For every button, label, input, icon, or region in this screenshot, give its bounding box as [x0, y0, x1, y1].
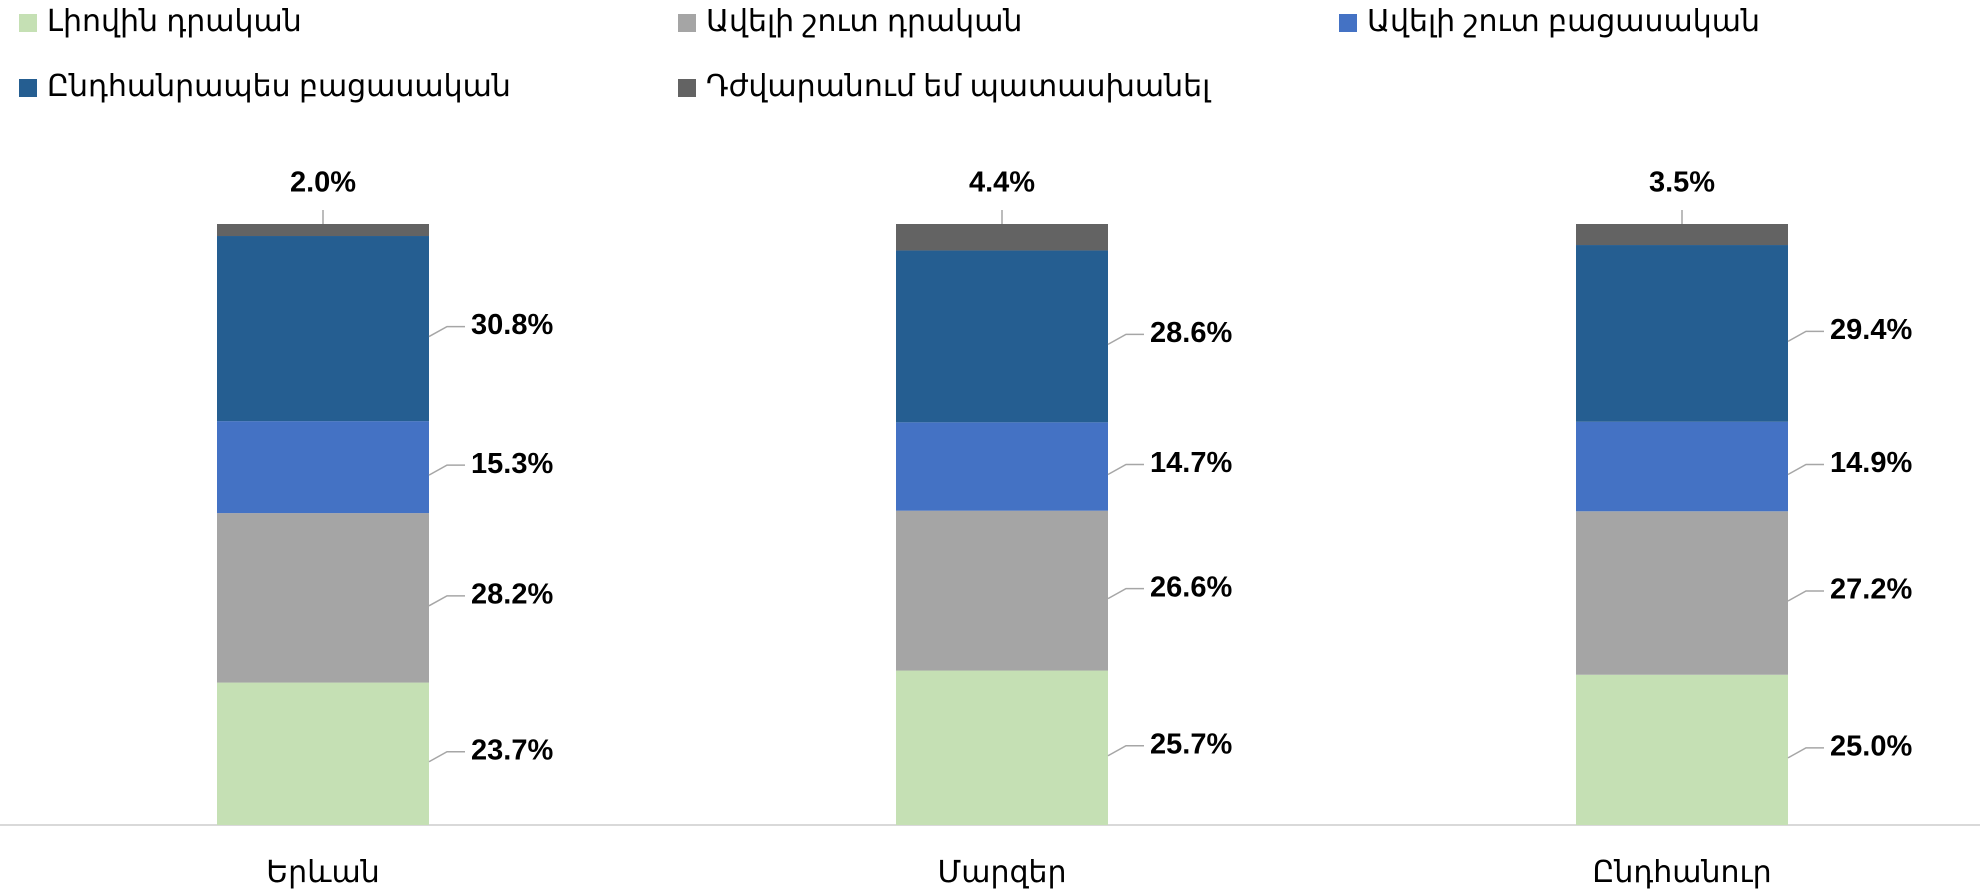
leader-line	[1787, 590, 1824, 602]
x-tick-label: Ընդհանուր	[1592, 856, 1771, 889]
bar-segment	[896, 224, 1108, 251]
data-label: 26.6%	[1150, 571, 1232, 603]
data-label: 25.7%	[1150, 728, 1232, 760]
data-label: 15.3%	[471, 448, 553, 480]
bar-segment	[217, 682, 429, 825]
x-tick-label: Մարզեր	[937, 856, 1066, 889]
leader-line	[1787, 330, 1824, 343]
leader-line	[1107, 333, 1144, 346]
legend-label: Դժվարանում եմ պատասխանել	[706, 70, 1212, 103]
legend-swatch	[678, 79, 696, 97]
legend-swatch	[19, 14, 37, 32]
leader-line	[428, 325, 465, 338]
data-label: 30.8%	[471, 309, 553, 341]
bar-segment	[1576, 224, 1788, 246]
leader-line	[428, 595, 465, 607]
legend-label: Ավելի շուտ դրական	[706, 5, 1022, 38]
data-label: 28.2%	[471, 578, 553, 610]
data-label: 29.4%	[1830, 314, 1912, 346]
legend-swatch	[19, 79, 37, 97]
bar-segment	[1576, 511, 1788, 675]
bar-segment	[896, 510, 1108, 671]
data-label: 4.4%	[969, 167, 1035, 199]
leader-line	[1107, 587, 1144, 600]
bar-segment	[1576, 245, 1788, 422]
bar-segment	[1576, 674, 1788, 825]
bar-segment	[896, 250, 1108, 423]
bar-segment	[217, 236, 429, 422]
data-label: 23.7%	[471, 734, 553, 766]
data-label: 25.0%	[1830, 731, 1912, 763]
legend-label: Ընդհանրապես բացասական	[47, 70, 511, 103]
data-label: 14.9%	[1830, 447, 1912, 479]
data-label: 3.5%	[1649, 167, 1715, 199]
legend-label: Ավելի շուտ բացասական	[1367, 5, 1760, 38]
bar-segment	[1576, 421, 1788, 512]
legend-swatch	[1339, 14, 1357, 32]
leader-line	[428, 464, 465, 476]
data-label: 14.7%	[1150, 447, 1232, 479]
bar-segment	[217, 224, 429, 237]
leader-line	[1107, 745, 1144, 757]
bar-segment	[896, 670, 1108, 825]
data-label: 28.6%	[1150, 317, 1232, 349]
data-label: 27.2%	[1830, 574, 1912, 606]
bar-segment	[217, 421, 429, 514]
leader-line	[1787, 747, 1824, 759]
data-label: 2.0%	[290, 167, 356, 199]
bar-segment	[217, 513, 429, 683]
bar-segment	[896, 422, 1108, 511]
legend-swatch	[678, 14, 696, 32]
leader-line	[1107, 463, 1144, 476]
x-tick-label: Երևան	[266, 856, 380, 889]
leader-line	[428, 751, 465, 763]
legend-label: Լիովին դրական	[47, 5, 302, 38]
leader-line	[1787, 463, 1824, 476]
